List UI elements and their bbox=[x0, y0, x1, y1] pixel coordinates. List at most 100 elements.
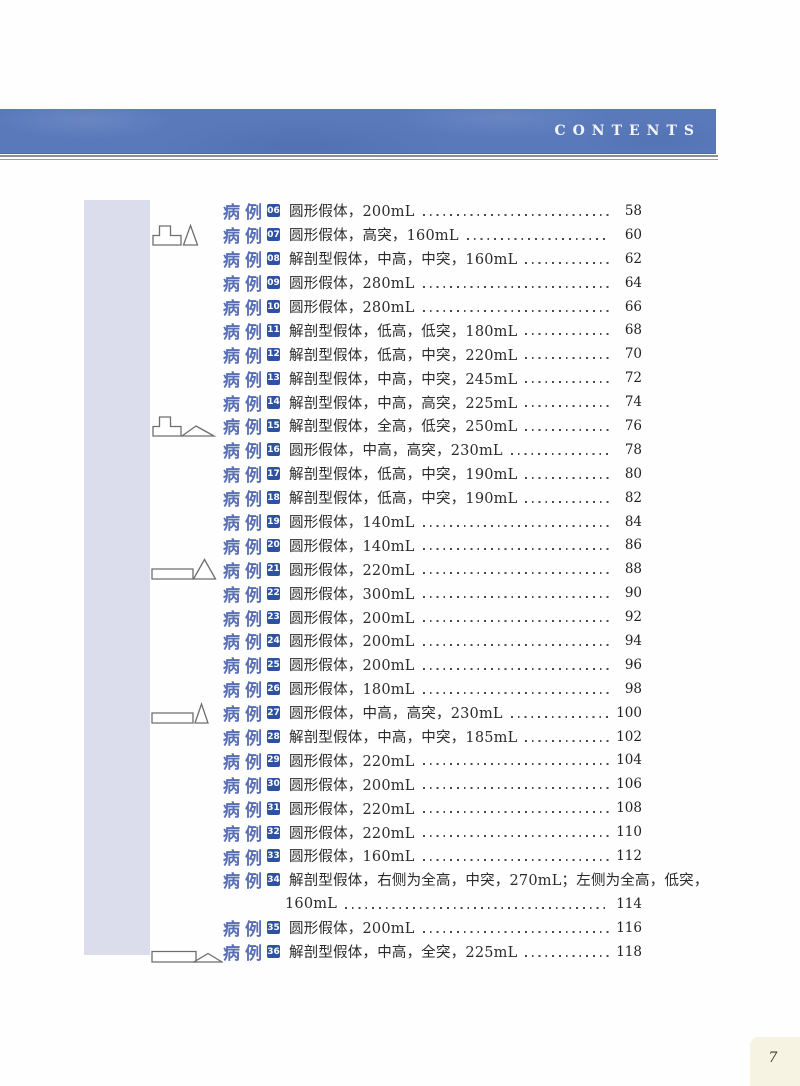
dot-leader bbox=[510, 452, 610, 455]
case-number-badge: 21 bbox=[267, 562, 280, 576]
implant-profile-icon bbox=[150, 652, 223, 678]
case-description: 解剖型假体，中高，中突，185mL bbox=[289, 730, 518, 747]
contents-header-band: CONTENTS bbox=[0, 109, 716, 154]
case-label: 病例 bbox=[223, 322, 267, 343]
page-number: 98 bbox=[624, 680, 642, 697]
case-description: 圆形假体，220mL bbox=[289, 825, 415, 842]
dot-leader bbox=[422, 930, 610, 933]
case-number-badge: 07 bbox=[267, 228, 280, 242]
dot-leader bbox=[525, 381, 610, 384]
toc-entry: 病例 22 圆形假体，300mL 90 bbox=[150, 580, 642, 606]
case-number-badge: 29 bbox=[267, 753, 280, 767]
implant-profile-icon bbox=[150, 747, 223, 773]
implant-profile-icon bbox=[150, 270, 223, 296]
implant-profile-icon-rect-mid bbox=[150, 556, 223, 582]
case-number-badge: 19 bbox=[267, 515, 280, 529]
toc-entry: 病例 07 圆形假体，高突，160mL 60 bbox=[150, 223, 642, 247]
page-number: 66 bbox=[624, 298, 642, 315]
dot-leader bbox=[525, 405, 610, 408]
case-label: 病例 bbox=[223, 800, 267, 821]
case-number-badge: 17 bbox=[267, 467, 280, 481]
case-number-badge: 18 bbox=[267, 491, 280, 505]
implant-profile-icon bbox=[150, 341, 223, 367]
case-label: 病例 bbox=[223, 490, 267, 511]
case-description: 圆形假体，220mL bbox=[289, 801, 415, 818]
case-description: 圆形假体，140mL bbox=[289, 515, 415, 532]
toc-entry: 病例 25 圆形假体，200mL 96 bbox=[150, 652, 642, 678]
page-number: 68 bbox=[624, 322, 642, 339]
case-number-badge: 27 bbox=[267, 706, 280, 720]
case-description: 160mL bbox=[285, 895, 338, 912]
case-description: 圆形假体，高突，160mL bbox=[289, 228, 459, 245]
dot-leader bbox=[422, 667, 610, 670]
case-description: 解剖型假体，低高，低突，180mL bbox=[289, 323, 518, 340]
case-label: 病例 bbox=[223, 752, 267, 773]
case-number-badge: 06 bbox=[267, 204, 280, 218]
case-number-badge: 30 bbox=[267, 777, 280, 791]
implant-profile-icon bbox=[150, 437, 223, 463]
toc-entry: 病例 18 解剖型假体，低高，中突，190mL 82 bbox=[150, 485, 642, 511]
implant-profile-icon bbox=[150, 485, 223, 511]
implant-profile-icon bbox=[150, 461, 223, 487]
toc-entry: 病例 23 圆形假体，200mL 92 bbox=[150, 604, 642, 630]
toc-entry: 病例 26 圆形假体，180mL 98 bbox=[150, 677, 642, 702]
toc-entry: 病例 27 圆形假体，中高，高突，230mL 100 bbox=[150, 701, 642, 725]
implant-profile-icon bbox=[150, 389, 223, 415]
toc-entry: 病例 15 解剖型假体，全高，低突，250mL 76 bbox=[150, 414, 642, 438]
page-number: 80 bbox=[624, 465, 642, 482]
case-description: 解剖型假体，右侧为全高，中突，270mL；左侧为全高，低突， bbox=[289, 873, 709, 890]
toc-entry: 病例 30 圆形假体，200mL 106 bbox=[150, 772, 642, 797]
case-label: 病例 bbox=[223, 346, 267, 367]
folio-page-number: 7 bbox=[768, 1049, 778, 1066]
case-description: 圆形假体，中高，高突，230mL bbox=[289, 443, 503, 460]
case-number-badge: 31 bbox=[267, 801, 280, 815]
case-number-badge: 11 bbox=[267, 323, 280, 337]
page-number: 114 bbox=[616, 895, 642, 912]
case-label: 病例 bbox=[223, 824, 267, 845]
case-label: 病例 bbox=[223, 251, 267, 272]
case-description: 圆形假体，200mL bbox=[289, 658, 415, 675]
implant-profile-icon bbox=[150, 509, 223, 535]
page-number: 102 bbox=[616, 728, 642, 745]
toc-list: 病例 06 圆形假体，200mL 58 病例 07 圆形假体，高突，160mL … bbox=[150, 199, 708, 964]
dot-leader bbox=[422, 643, 610, 646]
page-number-tab: 7 bbox=[750, 1037, 800, 1086]
page-number: 92 bbox=[624, 609, 642, 626]
page-number: 78 bbox=[624, 441, 642, 458]
toc-entry: 病例 10 圆形假体，280mL 66 bbox=[150, 294, 642, 320]
case-label: 病例 bbox=[223, 585, 267, 606]
page-number: 112 bbox=[616, 847, 642, 864]
toc-entry: 病例 13 解剖型假体，中高，中突，245mL 72 bbox=[150, 366, 642, 391]
implant-profile-icon-step-tall bbox=[150, 222, 223, 248]
toc-entry: 病例 16 圆形假体，中高，高突，230mL 78 bbox=[150, 437, 642, 463]
dot-leader bbox=[345, 906, 610, 909]
implant-profile-icon bbox=[150, 604, 223, 630]
implant-profile-icon bbox=[150, 580, 223, 606]
case-description: 解剖型假体，全高，低突，250mL bbox=[289, 419, 518, 436]
dot-leader bbox=[422, 811, 610, 814]
case-number-badge: 15 bbox=[267, 419, 280, 433]
case-description: 圆形假体，180mL bbox=[289, 682, 415, 699]
case-label: 病例 bbox=[223, 657, 267, 678]
implant-profile-icon bbox=[150, 867, 223, 893]
case-description: 圆形假体，220mL bbox=[289, 753, 415, 770]
dot-leader bbox=[510, 715, 610, 718]
toc-entry: 病例 20 圆形假体，140mL 86 bbox=[150, 533, 642, 558]
implant-profile-icon-rect-tall bbox=[150, 700, 223, 726]
page-number: 116 bbox=[616, 919, 642, 936]
implant-profile-icon bbox=[150, 294, 223, 320]
dot-leader bbox=[422, 524, 610, 527]
dot-leader bbox=[422, 213, 610, 216]
case-label: 病例 bbox=[223, 633, 267, 654]
toc-entry: 病例 06 圆形假体，200mL 58 bbox=[150, 199, 642, 224]
dot-leader bbox=[422, 596, 610, 599]
dot-leader bbox=[525, 476, 610, 479]
case-description: 解剖型假体，低高，中突，190mL bbox=[289, 491, 518, 508]
toc-entry: 病例 19 圆形假体，140mL 84 bbox=[150, 509, 642, 535]
case-number-badge: 08 bbox=[267, 252, 280, 266]
page-number: 86 bbox=[624, 537, 642, 554]
implant-profile-icon bbox=[150, 843, 223, 869]
toc-entry: 病例 24 圆形假体，200mL 94 bbox=[150, 629, 642, 654]
dot-leader bbox=[422, 285, 610, 288]
implant-profile-icon bbox=[150, 317, 223, 343]
